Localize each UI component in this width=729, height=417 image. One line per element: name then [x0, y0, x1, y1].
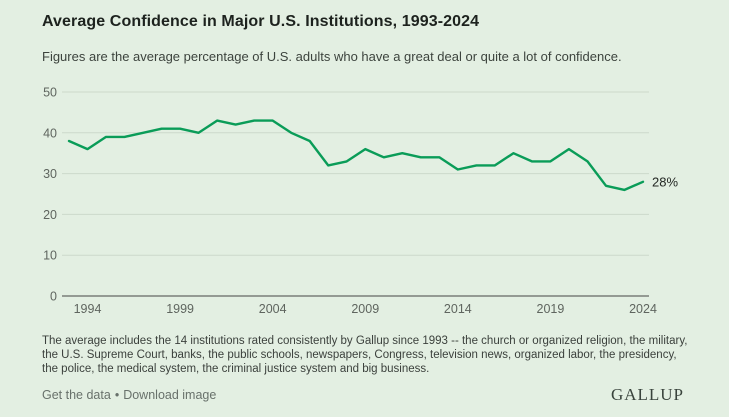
x-axis-label: 2004: [259, 302, 287, 316]
footer-links: Get the data • Download image: [42, 388, 216, 402]
get-data-link[interactable]: Get the data: [42, 388, 111, 402]
y-axis-label: 40: [43, 126, 57, 140]
x-axis-label: 1999: [166, 302, 194, 316]
y-axis-label: 50: [43, 86, 57, 100]
y-axis-label: 30: [43, 167, 57, 181]
chart-subtitle: Figures are the average percentage of U.…: [42, 49, 622, 64]
chart-footnote: The average includes the 14 institutions…: [42, 335, 688, 375]
confidence-chart: 50 40 30 20 10 0 1994 1999 2004 2009 2014 2019 2024 2…: [43, 86, 678, 317]
x-axis-label: 1994: [74, 302, 102, 316]
bullet-separator: •: [114, 388, 120, 402]
gallup-logo: GALLUP: [610, 385, 684, 404]
x-axis-label: 2014: [444, 302, 472, 316]
y-axis-label: 0: [50, 290, 57, 304]
trend-line: [67, 119, 645, 192]
x-axis-label: 2019: [537, 302, 565, 316]
end-value-label: 28%: [652, 174, 678, 189]
download-image-link[interactable]: Download image: [123, 388, 217, 402]
chart-title: Average Confidence in Major U.S. Institu…: [42, 13, 480, 30]
x-axis-label: 2024: [629, 302, 657, 316]
y-axis-label: 20: [43, 208, 57, 222]
x-axis-label: 2009: [351, 302, 379, 316]
y-axis-label: 10: [43, 249, 57, 263]
